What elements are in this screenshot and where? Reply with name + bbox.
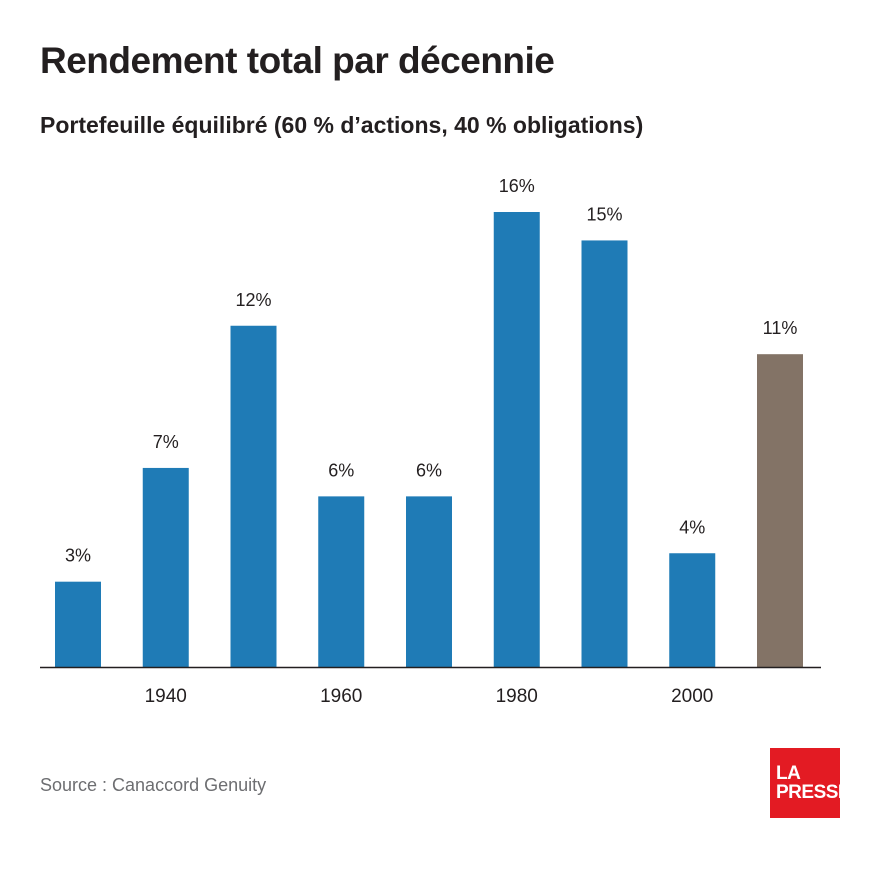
bar-1960 xyxy=(318,496,365,667)
value-label-1980: 16% xyxy=(499,176,535,196)
bar-1990 xyxy=(581,240,628,667)
source-note: Source : Canaccord Genuity xyxy=(40,775,267,795)
value-label-1950: 12% xyxy=(235,290,271,310)
value-label-1960: 6% xyxy=(328,460,354,480)
bar-1930 xyxy=(55,581,101,667)
bar-2010 xyxy=(757,354,803,667)
bar-1980 xyxy=(493,212,540,667)
logo-line-2: PRESSE xyxy=(776,782,851,803)
x-tick-label-1960: 1960 xyxy=(320,686,362,707)
value-label-1990: 15% xyxy=(586,204,622,224)
bar-1940 xyxy=(142,467,189,667)
x-tick-label-2000: 2000 xyxy=(671,686,713,707)
bar-1950 xyxy=(230,325,277,667)
value-label-2010: 11% xyxy=(763,318,798,338)
x-tick-labels-group: 1940 1960 1980 2000 xyxy=(145,686,714,707)
logo-line-1: LA xyxy=(776,763,801,784)
chart-title: Rendement total par décennie xyxy=(40,40,555,81)
value-label-1930: 3% xyxy=(65,546,91,566)
value-labels-group: 3% 7% 12% 6% 6% 16% 15% 4% 11% xyxy=(65,176,797,566)
value-label-1970: 6% xyxy=(416,460,442,480)
chart-subtitle: Portefeuille équilibré (60 % d’actions, … xyxy=(40,112,644,138)
bars-group xyxy=(55,212,803,667)
value-label-2000: 4% xyxy=(679,517,705,537)
la-presse-logo: LA PRESSE xyxy=(770,748,851,818)
x-tick-label-1980: 1980 xyxy=(496,686,538,707)
value-label-1940: 7% xyxy=(153,432,179,452)
bar-2000 xyxy=(669,553,716,667)
x-tick-label-1940: 1940 xyxy=(145,686,187,707)
bar-1970 xyxy=(406,496,452,667)
